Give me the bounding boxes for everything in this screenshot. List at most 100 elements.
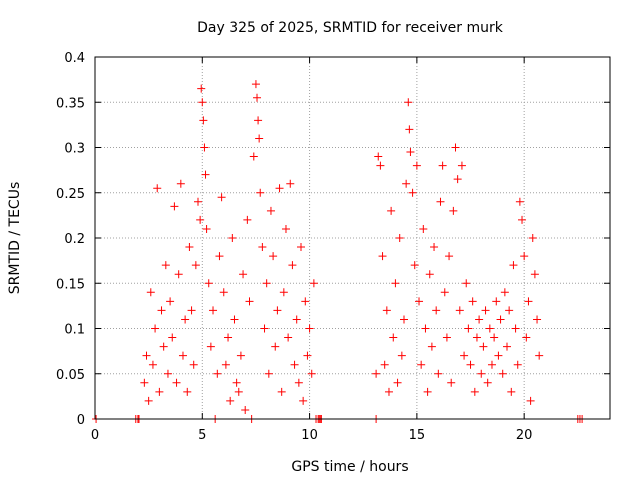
data-point [253,93,262,102]
data-point [438,161,447,170]
data-point [245,297,254,306]
data-point [419,224,428,233]
data-point [303,351,312,360]
data-point [159,342,168,351]
data-point [528,234,537,242]
data-point [170,202,179,211]
data-point [224,333,233,342]
data-point [472,333,481,342]
data-point [533,315,542,324]
data-point [226,396,235,405]
data-point [157,306,166,315]
data-point [492,297,501,306]
y-tick-label: 0.05 [56,368,85,383]
data-point [466,360,475,369]
x-tick-label: 15 [409,428,426,443]
data-point [269,252,278,261]
data-point [178,351,187,360]
data-point [526,396,535,405]
data-point [153,184,162,193]
data-point [299,396,308,405]
data-point [288,261,297,270]
data-point [427,342,436,351]
data-point [140,378,149,387]
data-point [494,351,503,360]
data-point [490,333,499,342]
data-point [266,206,275,215]
data-point [460,351,469,360]
data-point [273,306,282,315]
data-point [292,315,301,324]
data-point [271,342,280,351]
data-point [475,315,484,324]
data-point [202,224,211,233]
data-point [297,243,305,252]
data-point [241,405,250,414]
y-tick-label: 0.35 [56,96,85,111]
data-point [518,215,527,224]
data-point [451,143,460,152]
data-point [251,80,260,89]
data-point [200,143,209,152]
data-point [151,324,160,333]
y-tick-label: 0.2 [64,232,85,247]
data-point [393,378,402,387]
data-point [232,378,241,387]
data-point [423,387,432,396]
data-point [503,342,511,351]
data-point [412,161,421,170]
data-point [215,252,224,261]
data-point [209,306,218,315]
data-point [372,369,381,378]
data-point [417,360,426,369]
data-point [236,351,245,360]
data-point [221,360,230,369]
data-point [408,188,417,197]
data-point [404,98,413,107]
data-point [275,184,284,193]
data-point [376,161,385,170]
data-point [234,387,243,396]
data-point [307,369,316,378]
data-points [92,80,587,423]
data-point [284,333,293,342]
data-point [201,170,210,179]
y-tick-label: 0.15 [56,277,85,292]
data-point [374,152,383,161]
axis-tick-labels: 0 5 10 15 20 0 0.05 0.1 0.15 0.2 0.25 0.3 0.35 0.4 [56,51,532,443]
data-point [442,333,451,342]
x-tick-label: 10 [301,428,318,443]
data-point [286,179,295,188]
data-point [219,288,228,297]
data-point [530,270,539,279]
data-point [194,197,202,206]
data-point [515,197,524,206]
x-tick-label: 5 [198,428,206,443]
data-point [522,333,531,342]
x-tick-label: 20 [516,428,533,443]
data-point [256,188,265,197]
data-point [434,369,443,378]
data-point [397,351,406,360]
data-point [174,270,183,279]
chart-title: Day 325 of 2025, SRMTID for receiver mur… [197,20,504,36]
data-point [535,351,544,360]
data-point [380,360,389,369]
data-point [479,342,488,351]
data-point [440,288,449,297]
x-tick-label: 0 [91,428,99,443]
data-point [249,152,258,161]
data-point [430,243,439,252]
data-point [181,315,190,324]
data-point [455,306,464,315]
data-point [228,234,237,242]
data-point [464,324,473,333]
data-point [197,84,206,93]
data-point [254,116,263,125]
data-point [301,297,310,306]
data-point [142,351,151,360]
data-point [176,179,185,188]
grid-lines [95,57,610,419]
data-point [281,224,290,233]
x-axis-label: GPS time / hours [291,459,408,475]
